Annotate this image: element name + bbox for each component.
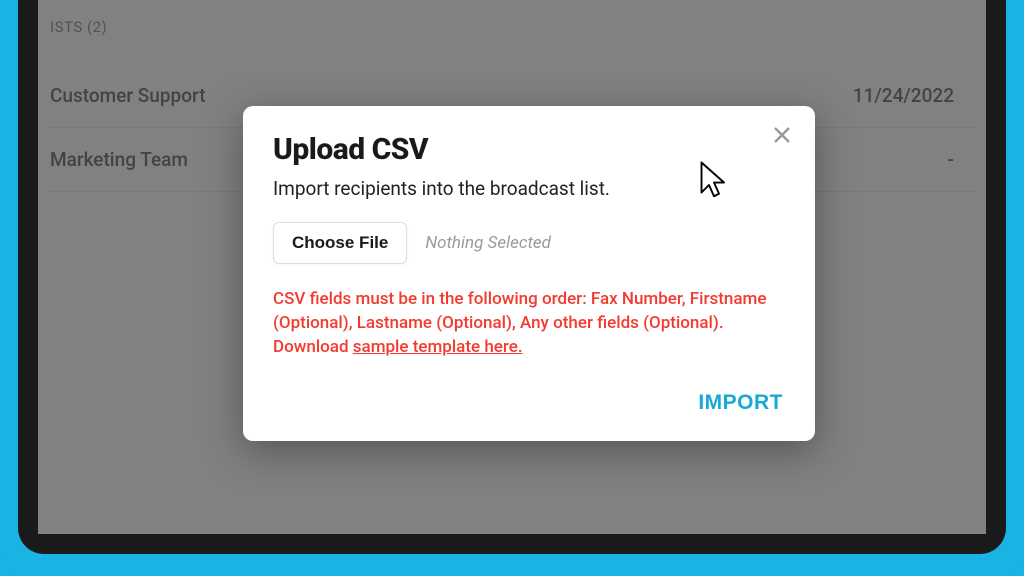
modal-actions: IMPORT <box>273 387 785 419</box>
device-frame: ISTS (2) Customer Support 11/24/2022 Mar… <box>18 0 1006 554</box>
screen: ISTS (2) Customer Support 11/24/2022 Mar… <box>38 0 986 534</box>
choose-file-button[interactable]: Choose File <box>273 222 407 264</box>
modal-title: Upload CSV <box>273 132 785 167</box>
sample-template-link[interactable]: sample template here. <box>353 337 523 357</box>
csv-format-hint: CSV fields must be in the following orde… <box>273 288 785 359</box>
upload-csv-modal: Upload CSV Import recipients into the br… <box>243 106 815 441</box>
import-button[interactable]: IMPORT <box>696 387 785 419</box>
close-button[interactable] <box>773 126 793 146</box>
file-selection-status: Nothing Selected <box>425 233 551 253</box>
modal-subtitle: Import recipients into the broadcast lis… <box>273 177 785 200</box>
file-picker-row: Choose File Nothing Selected <box>273 222 785 264</box>
outer-frame: ISTS (2) Customer Support 11/24/2022 Mar… <box>0 0 1024 576</box>
close-icon <box>773 126 791 144</box>
